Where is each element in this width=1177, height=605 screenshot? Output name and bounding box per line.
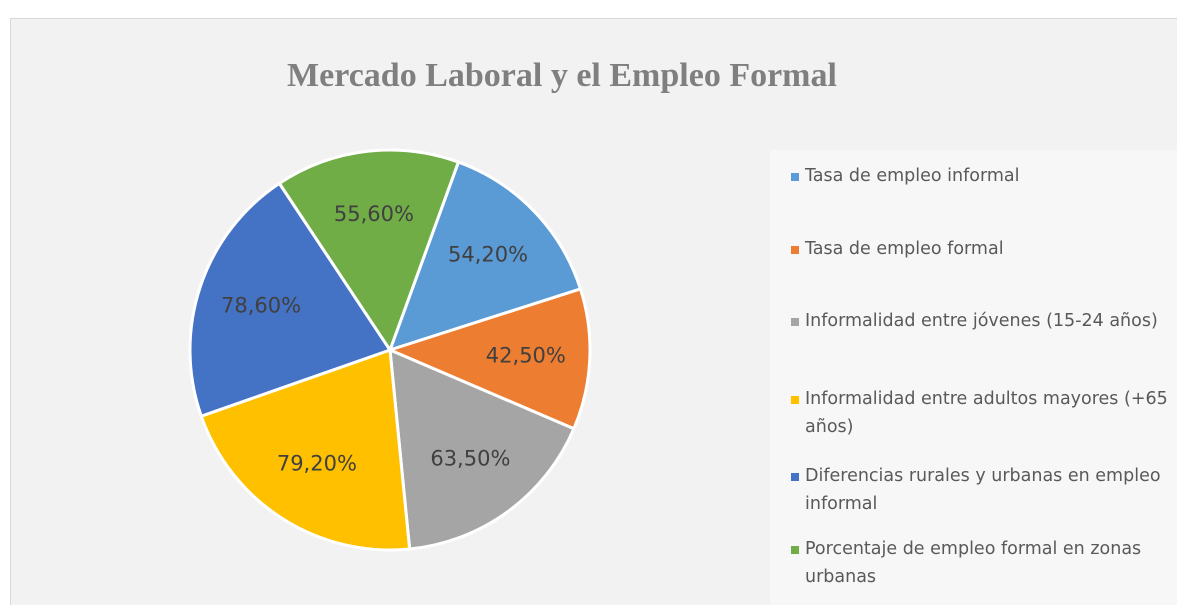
data-label: 79,20% bbox=[277, 452, 357, 476]
pie-slice bbox=[188, 181, 393, 419]
legend-label: Porcentaje de empleo formal en zonas urb… bbox=[805, 539, 1142, 587]
legend-item: Tasa de empleo informal bbox=[791, 162, 1175, 190]
legend-swatch bbox=[791, 396, 799, 404]
legend-label: Tasa de empleo informal bbox=[805, 166, 1020, 186]
pie-slice bbox=[385, 287, 592, 431]
legend-item: Informalidad entre jóvenes (15-24 años) bbox=[791, 307, 1175, 335]
data-label: 63,50% bbox=[430, 447, 510, 471]
pie-slice bbox=[388, 347, 576, 551]
legend-swatch bbox=[791, 173, 799, 181]
legend-swatch bbox=[791, 246, 799, 254]
legend-label: Informalidad entre adultos mayores (+65 … bbox=[805, 389, 1168, 437]
legend-item: Informalidad entre adultos mayores (+65 … bbox=[791, 385, 1175, 441]
data-label: 42,50% bbox=[486, 343, 566, 367]
legend-label: Informalidad entre jóvenes (15-24 años) bbox=[805, 311, 1158, 331]
legend-swatch bbox=[791, 473, 799, 481]
legend-item: Porcentaje de empleo formal en zonas urb… bbox=[791, 535, 1175, 591]
data-label: 55,60% bbox=[334, 202, 414, 226]
legend-item: Tasa de empleo formal bbox=[791, 235, 1175, 263]
pie-slice bbox=[199, 347, 412, 552]
legend-label: Diferencias rurales y urbanas en empleo … bbox=[805, 466, 1161, 514]
data-label: 54,20% bbox=[448, 243, 528, 267]
data-label: 78,60% bbox=[221, 294, 301, 318]
legend-item: Diferencias rurales y urbanas en empleo … bbox=[791, 462, 1175, 518]
legend-swatch bbox=[791, 546, 799, 554]
legend-label: Tasa de empleo formal bbox=[805, 239, 1004, 259]
legend: Tasa de empleo informal Tasa de empleo fo… bbox=[770, 150, 1177, 605]
chart-title: Mercado Laboral y el Empleo Formal bbox=[287, 57, 837, 94]
pie-slice bbox=[277, 148, 461, 354]
legend-swatch bbox=[791, 318, 799, 326]
